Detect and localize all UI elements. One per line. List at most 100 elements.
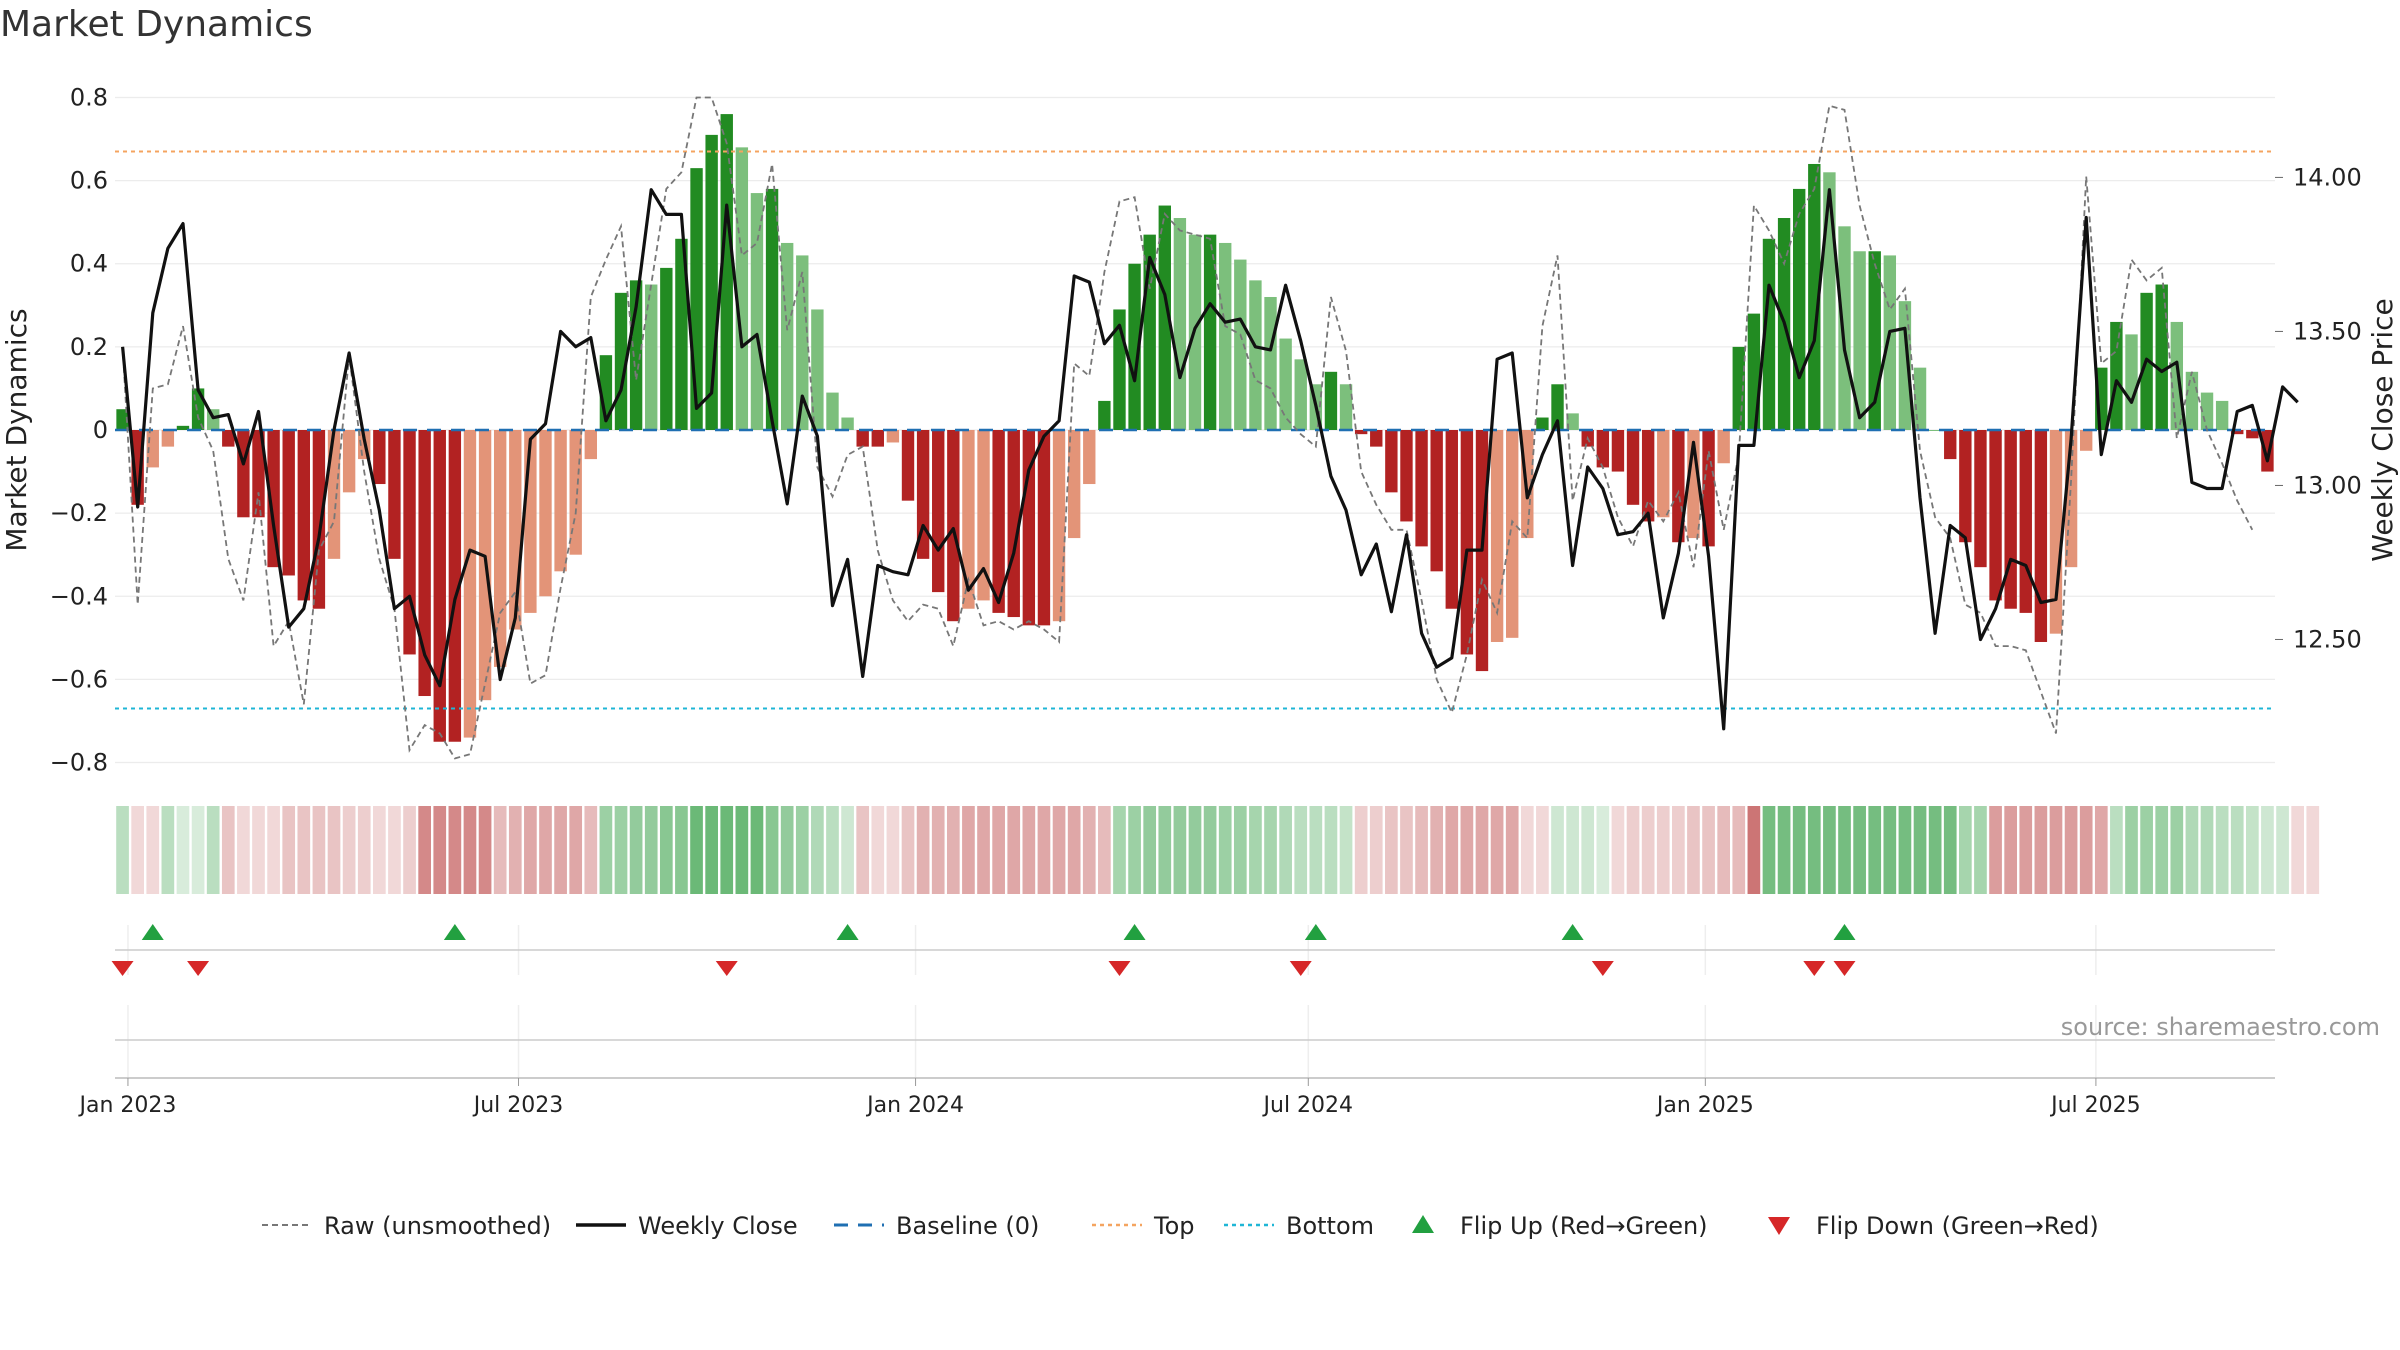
strip-cell <box>1385 806 1398 894</box>
y-tick-label: 0 <box>93 416 108 444</box>
y2-axis-label: Weekly Close Price <box>2366 298 2399 561</box>
strip-cell <box>2185 806 2199 894</box>
bar <box>1083 430 1096 485</box>
bar <box>856 430 869 447</box>
flip-down-marker <box>1108 961 1131 976</box>
bar <box>1808 163 1821 431</box>
x-tick-label: Jan 2025 <box>1655 1093 1754 1118</box>
strip-cell <box>1581 806 1595 894</box>
strip-cell <box>2140 806 2153 894</box>
strip-cell <box>1717 806 1731 894</box>
y-axis-label: Market Dynamics <box>0 308 33 551</box>
flip-up-marker <box>141 924 164 940</box>
strip-cell <box>1596 806 1610 894</box>
chart-title: Market Dynamics <box>0 4 313 45</box>
bar <box>1596 430 1610 468</box>
strip-cell <box>690 806 703 894</box>
strip-cell <box>508 806 522 894</box>
bar <box>750 193 764 430</box>
strip-cell <box>478 806 492 894</box>
y-tick-label: −0.8 <box>50 749 108 777</box>
bar <box>1566 413 1579 430</box>
strip-cell <box>2276 806 2289 894</box>
strip-cell <box>629 806 643 894</box>
bar <box>780 242 794 430</box>
legend-flip-up-swatch <box>1412 1215 1434 1233</box>
bar <box>962 430 975 609</box>
bar <box>932 430 945 593</box>
strip-cell <box>388 806 401 894</box>
strip-cell <box>931 806 945 894</box>
strip-cell <box>916 806 930 894</box>
legend-label: Raw (unsmoothed) <box>324 1212 551 1240</box>
bar <box>1279 338 1292 430</box>
strip-cell <box>206 806 220 894</box>
strip-cell <box>1067 806 1081 894</box>
strip-cell <box>1732 806 1746 894</box>
strip-cell <box>493 806 507 894</box>
strip-cell <box>750 806 764 894</box>
y2-tick-label: 12.50 <box>2293 625 2362 653</box>
bar <box>584 430 597 460</box>
flip-up-marker <box>1561 924 1584 940</box>
flip-up-marker <box>1304 924 1327 940</box>
bar <box>418 430 431 697</box>
strip-cell <box>161 806 175 894</box>
strip-cell <box>2125 806 2138 894</box>
bar <box>992 430 1005 613</box>
legend-item: Weekly Close <box>576 1212 798 1240</box>
strip-cell <box>2306 806 2320 894</box>
strip-cell <box>1687 806 1700 894</box>
strip-cell <box>599 806 613 894</box>
bar <box>2079 430 2093 451</box>
bar <box>675 238 688 430</box>
bar <box>1989 430 2002 601</box>
strip-cell <box>448 806 462 894</box>
legend-item: Flip Up (Red→Green) <box>1412 1212 1708 1240</box>
bar <box>1264 296 1277 430</box>
y2-tick-label: 13.50 <box>2293 317 2362 345</box>
flip-down-marker <box>1803 961 1826 976</box>
strip-cell <box>841 806 854 894</box>
source-credit: source: sharemaestro.com <box>2060 1013 2380 1041</box>
bar <box>252 430 265 518</box>
bar <box>1536 417 1549 430</box>
legend-item: Baseline (0) <box>834 1212 1039 1240</box>
strip-cell <box>584 806 598 894</box>
flip-up-marker <box>1833 924 1856 940</box>
bar <box>2034 430 2048 642</box>
strip-cell <box>1853 806 1866 894</box>
axis-layer: 0.8 0.6 0.4 0.2 0 −0.2 −0.4 −0.6 −0.8 14.00 13.50 1… <box>0 83 2399 776</box>
y-tick-label: 0.8 <box>70 83 108 111</box>
strip-cell <box>901 806 915 894</box>
strip-cell <box>1249 806 1262 894</box>
strip-cell <box>992 806 1005 894</box>
bar <box>312 430 326 609</box>
bar <box>2215 400 2229 430</box>
strip-cell <box>1218 806 1232 894</box>
strip-cell <box>1520 806 1534 894</box>
bar <box>1823 172 1836 430</box>
bar <box>1838 226 1851 430</box>
bar <box>1249 280 1262 430</box>
lines-layer <box>115 96 2299 760</box>
bar <box>1641 430 1655 522</box>
bar <box>765 188 779 430</box>
bar <box>237 430 250 518</box>
strip-cell <box>765 806 779 894</box>
strip-cell <box>2064 806 2078 894</box>
strip-cell <box>1022 806 1036 894</box>
strip-cell <box>1203 806 1217 894</box>
strip-cell <box>2049 806 2063 894</box>
strip-cell <box>1762 806 1776 894</box>
strip-cell <box>1959 806 1972 894</box>
bar <box>1898 301 1912 430</box>
bar <box>2110 321 2123 430</box>
flip-down-marker <box>1833 961 1856 976</box>
strip-cell <box>1656 806 1670 894</box>
strip-cell <box>2004 806 2018 894</box>
bar <box>116 409 129 430</box>
flip-down-marker <box>187 961 210 976</box>
strip-cell <box>539 806 552 894</box>
bar <box>1506 430 1519 638</box>
